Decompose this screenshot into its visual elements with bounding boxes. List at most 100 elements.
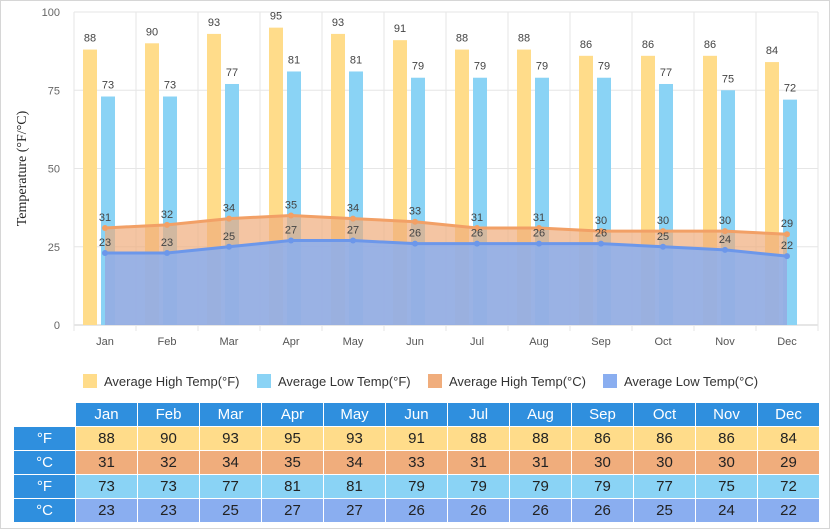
- point-data-label: 23: [161, 237, 173, 249]
- point-data-label: 26: [409, 228, 421, 240]
- table-value-cell: 88: [448, 427, 509, 451]
- point-high-c: [660, 228, 666, 235]
- table-value-cell: 91: [386, 427, 447, 451]
- point-data-label: 27: [347, 224, 359, 236]
- table-value-cell: 79: [386, 475, 447, 499]
- bar-data-label: 73: [102, 80, 114, 92]
- table-value-cell: 86: [572, 427, 633, 451]
- table-month-header: Feb: [138, 403, 199, 427]
- bar-data-label: 93: [208, 17, 220, 29]
- table-value-cell: 26: [386, 499, 447, 523]
- point-data-label: 25: [223, 231, 235, 243]
- table-value-cell: 88: [510, 427, 571, 451]
- table-unit-cell: °C: [14, 499, 75, 523]
- table-month-header: Dec: [758, 403, 819, 427]
- point-low-c: [164, 250, 170, 257]
- point-low-c: [102, 250, 108, 257]
- table-value-cell: 73: [76, 475, 137, 499]
- table-value-cell: 90: [138, 427, 199, 451]
- y-tick-label: 75: [48, 85, 60, 97]
- point-data-label: 26: [471, 228, 483, 240]
- bar-data-label: 90: [146, 26, 158, 38]
- bar-data-label: 77: [660, 67, 672, 79]
- bar-data-label: 77: [226, 67, 238, 79]
- chart-legend: Average High Temp(°F) Average Low Temp(°F…: [0, 372, 830, 390]
- point-high-c: [598, 228, 604, 235]
- point-low-c: [226, 243, 232, 250]
- point-data-label: 31: [471, 212, 483, 224]
- table-unit-cell: °F: [14, 475, 75, 499]
- bar-data-label: 73: [164, 80, 176, 92]
- point-high-c: [164, 221, 170, 228]
- x-tick-label: Jan: [96, 336, 114, 348]
- legend-item[interactable]: Average Low Temp(°F): [257, 372, 411, 390]
- legend-label: Average Low Temp(°C): [624, 373, 759, 389]
- point-high-c: [536, 224, 542, 231]
- point-high-c: [474, 224, 480, 231]
- table-unit-cell: °F: [14, 427, 75, 451]
- table-row: °C 23 23 25 27 27 26 26 26 26 25 24 22: [14, 499, 819, 523]
- table-month-header: Jan: [76, 403, 137, 427]
- table-value-cell: 73: [138, 475, 199, 499]
- table-value-cell: 24: [696, 499, 757, 523]
- table-value-cell: 79: [510, 475, 571, 499]
- table-value-cell: 77: [634, 475, 695, 499]
- bar-data-label: 75: [722, 73, 734, 85]
- x-tick-label: Jun: [406, 336, 424, 348]
- point-data-label: 34: [223, 203, 235, 215]
- y-tick-label: 100: [42, 7, 60, 19]
- bar-data-label: 79: [536, 61, 548, 73]
- legend-swatch: [428, 374, 442, 388]
- table-value-cell: 26: [572, 499, 633, 523]
- table-value-cell: 86: [696, 427, 757, 451]
- bar-data-label: 72: [784, 83, 796, 95]
- point-data-label: 34: [347, 203, 359, 215]
- table-unit-cell: °C: [14, 451, 75, 475]
- legend-item[interactable]: Average Low Temp(°C): [603, 372, 758, 390]
- table-value-cell: 81: [324, 475, 385, 499]
- y-tick-label: 50: [48, 164, 60, 176]
- bar-data-label: 79: [474, 61, 486, 73]
- point-data-label: 26: [595, 228, 607, 240]
- legend-label: Average High Temp(°C): [449, 373, 586, 389]
- table-value-cell: 23: [76, 499, 137, 523]
- point-high-c: [412, 218, 418, 225]
- legend-item[interactable]: Average High Temp(°C): [428, 372, 586, 390]
- legend-swatch: [603, 374, 617, 388]
- temperature-chart: 0 25 50 75 100 Temperature (°F/°C) 88 90 93 95 93 9…: [15, 7, 819, 348]
- table-month-header: Mar: [200, 403, 261, 427]
- point-high-c: [102, 224, 108, 231]
- y-tick-label: 0: [54, 320, 60, 332]
- point-data-label: 31: [99, 212, 111, 224]
- point-high-c: [350, 215, 356, 222]
- point-low-c: [660, 243, 666, 250]
- line-low-c: [105, 238, 788, 258]
- table-value-cell: 88: [76, 427, 137, 451]
- table-value-cell: 31: [510, 451, 571, 475]
- bar-data-label: 79: [412, 61, 424, 73]
- bar-data-label: 91: [394, 23, 406, 35]
- table-month-header: Apr: [262, 403, 323, 427]
- table-value-cell: 77: [200, 475, 261, 499]
- table-value-cell: 25: [634, 499, 695, 523]
- table-value-cell: 25: [200, 499, 261, 523]
- point-low-c: [536, 240, 542, 247]
- table-value-cell: 32: [138, 451, 199, 475]
- point-low-c: [288, 237, 294, 244]
- point-data-label: 23: [99, 237, 111, 249]
- legend-swatch: [83, 374, 97, 388]
- x-tick-label: Oct: [654, 336, 671, 348]
- legend-item[interactable]: Average High Temp(°F): [83, 372, 240, 390]
- temperature-table: Jan Feb Mar Apr May Jun Jul Aug Sep Oct Nov Dec °F 8…: [13, 403, 820, 523]
- x-tick-label: Aug: [529, 336, 549, 348]
- point-high-c: [784, 231, 790, 238]
- bar-data-label: 84: [766, 45, 778, 57]
- table-value-cell: 93: [324, 427, 385, 451]
- point-low-c: [474, 240, 480, 247]
- point-high-c: [226, 215, 232, 222]
- bar-data-label: 81: [288, 54, 300, 66]
- point-low-c: [412, 240, 418, 247]
- line-high-c: [104, 213, 788, 236]
- table-value-cell: 31: [76, 451, 137, 475]
- point-data-label: 27: [285, 224, 297, 236]
